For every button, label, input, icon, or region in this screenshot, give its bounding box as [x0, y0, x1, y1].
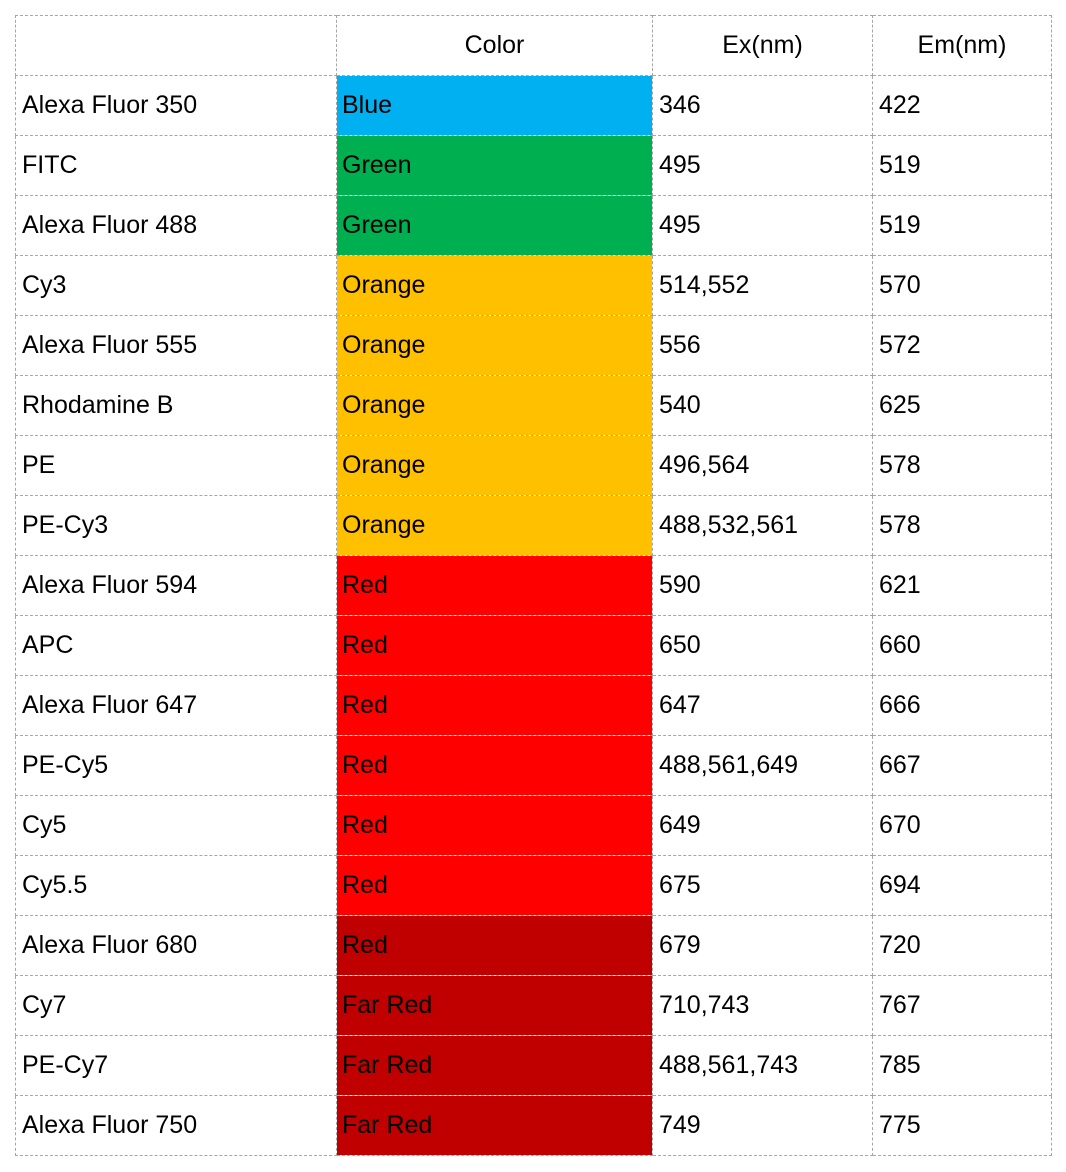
emission: 785 — [872, 1035, 1052, 1096]
excitation: 540 — [652, 375, 873, 436]
color: Orange — [336, 255, 653, 316]
table-body: Alexa Fluor 350 Blue 346 422 FITC Green 495 519… — [15, 75, 1052, 1156]
header-row: Color Ex(nm) Em(nm) — [15, 15, 1052, 76]
emission: 775 — [872, 1095, 1052, 1156]
excitation: 650 — [652, 615, 873, 676]
color: Red — [336, 735, 653, 796]
table-row: APC Red 650 660 — [15, 615, 1052, 676]
table-row: PE Orange 496,564 578 — [15, 435, 1052, 496]
fluorophore-table: Color Ex(nm) Em(nm) Alexa Fluor 350 Blue 346… — [15, 15, 1052, 1156]
color: Blue — [336, 75, 653, 136]
table-row: Alexa Fluor 350 Blue 346 422 — [15, 75, 1052, 136]
table-row: Cy7 Far Red 710,743 767 — [15, 975, 1052, 1036]
emission: 578 — [872, 495, 1052, 556]
excitation: 710,743 — [652, 975, 873, 1036]
table-header: Color Ex(nm) Em(nm) — [15, 15, 1052, 76]
color: Orange — [336, 435, 653, 496]
color: Red — [336, 915, 653, 976]
table-row: Cy5 Red 649 670 — [15, 795, 1052, 856]
dye-name: Alexa Fluor 555 — [15, 315, 337, 376]
table-row: Alexa Fluor 555 Orange 556 572 — [15, 315, 1052, 376]
excitation: 495 — [652, 135, 873, 196]
excitation: 749 — [652, 1095, 873, 1156]
table-row: FITC Green 495 519 — [15, 135, 1052, 196]
dye-name: Cy7 — [15, 975, 337, 1036]
color: Red — [336, 555, 653, 616]
dye-name: Alexa Fluor 488 — [15, 195, 337, 256]
excitation: 649 — [652, 795, 873, 856]
emission: 422 — [872, 75, 1052, 136]
color: Red — [336, 855, 653, 916]
color: Orange — [336, 315, 653, 376]
dye-name: Alexa Fluor 594 — [15, 555, 337, 616]
color: Green — [336, 195, 653, 256]
header-cell: Em(nm) — [872, 15, 1052, 76]
table-row: Rhodamine B Orange 540 625 — [15, 375, 1052, 436]
emission: 767 — [872, 975, 1052, 1036]
color: Green — [336, 135, 653, 196]
dye-name: Alexa Fluor 647 — [15, 675, 337, 736]
excitation: 556 — [652, 315, 873, 376]
dye-name: Alexa Fluor 680 — [15, 915, 337, 976]
emission: 667 — [872, 735, 1052, 796]
emission: 694 — [872, 855, 1052, 916]
color: Red — [336, 675, 653, 736]
excitation: 495 — [652, 195, 873, 256]
table-row: Alexa Fluor 647 Red 647 666 — [15, 675, 1052, 736]
table-row: PE-Cy3 Orange 488,532,561 578 — [15, 495, 1052, 556]
color: Red — [336, 795, 653, 856]
table-row: Alexa Fluor 594 Red 590 621 — [15, 555, 1052, 616]
table-row: PE-Cy7 Far Red 488,561,743 785 — [15, 1035, 1052, 1096]
excitation: 679 — [652, 915, 873, 976]
dye-name: PE-Cy3 — [15, 495, 337, 556]
excitation: 496,564 — [652, 435, 873, 496]
header-cell — [15, 15, 337, 76]
emission: 570 — [872, 255, 1052, 316]
excitation: 647 — [652, 675, 873, 736]
color: Far Red — [336, 975, 653, 1036]
emission: 519 — [872, 135, 1052, 196]
excitation: 488,532,561 — [652, 495, 873, 556]
excitation: 590 — [652, 555, 873, 616]
header-cell: Ex(nm) — [652, 15, 873, 76]
emission: 572 — [872, 315, 1052, 376]
emission: 578 — [872, 435, 1052, 496]
table-row: Alexa Fluor 680 Red 679 720 — [15, 915, 1052, 976]
emission: 666 — [872, 675, 1052, 736]
dye-name: PE-Cy5 — [15, 735, 337, 796]
table-row: PE-Cy5 Red 488,561,649 667 — [15, 735, 1052, 796]
dye-name: Rhodamine B — [15, 375, 337, 436]
excitation: 488,561,649 — [652, 735, 873, 796]
header-cell: Color — [336, 15, 653, 76]
table-row: Alexa Fluor 488 Green 495 519 — [15, 195, 1052, 256]
color: Far Red — [336, 1035, 653, 1096]
dye-name: Alexa Fluor 350 — [15, 75, 337, 136]
color: Red — [336, 615, 653, 676]
dye-name: APC — [15, 615, 337, 676]
color: Far Red — [336, 1095, 653, 1156]
table-row: Alexa Fluor 750 Far Red 749 775 — [15, 1095, 1052, 1156]
table-row: Cy3 Orange 514,552 570 — [15, 255, 1052, 316]
dye-name: Alexa Fluor 750 — [15, 1095, 337, 1156]
dye-name: Cy5 — [15, 795, 337, 856]
color: Orange — [336, 495, 653, 556]
emission: 670 — [872, 795, 1052, 856]
dye-name: FITC — [15, 135, 337, 196]
excitation: 488,561,743 — [652, 1035, 873, 1096]
excitation: 514,552 — [652, 255, 873, 316]
color: Orange — [336, 375, 653, 436]
dye-name: PE-Cy7 — [15, 1035, 337, 1096]
emission: 519 — [872, 195, 1052, 256]
table-row: Cy5.5 Red 675 694 — [15, 855, 1052, 916]
dye-name: PE — [15, 435, 337, 496]
emission: 720 — [872, 915, 1052, 976]
emission: 621 — [872, 555, 1052, 616]
emission: 660 — [872, 615, 1052, 676]
emission: 625 — [872, 375, 1052, 436]
excitation: 346 — [652, 75, 873, 136]
dye-name: Cy3 — [15, 255, 337, 316]
excitation: 675 — [652, 855, 873, 916]
dye-name: Cy5.5 — [15, 855, 337, 916]
